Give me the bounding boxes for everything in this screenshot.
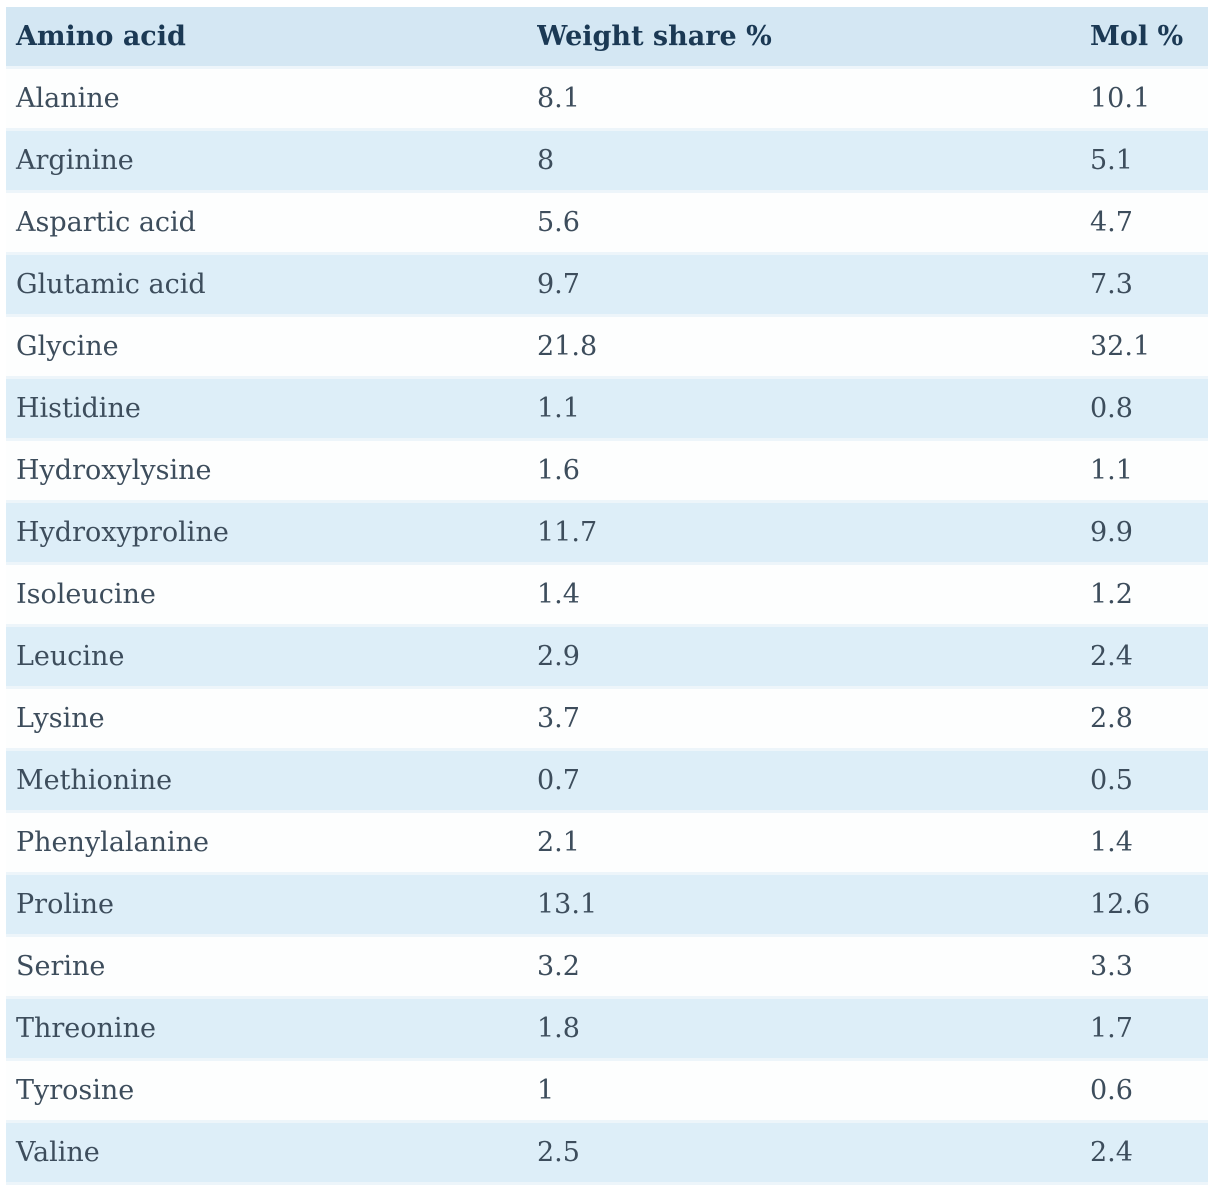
mol-percent-value-cell: 1.1	[1090, 441, 1208, 503]
weight-share-value-cell: 9.7	[537, 255, 1090, 317]
weight-share-value-cell: 1	[537, 1061, 1090, 1123]
mol-percent-value-cell: 12.6	[1090, 875, 1208, 937]
weight-share-value-cell: 1.1	[537, 379, 1090, 441]
amino-acid-name-cell: Lysine	[6, 689, 537, 751]
table-row: Alanine 8.1 10.1	[6, 69, 1208, 131]
amino-acid-name-cell: Glutamic acid	[6, 255, 537, 317]
table-row: Leucine 2.9 2.4	[6, 627, 1208, 689]
amino-acid-name-cell: Leucine	[6, 627, 537, 689]
table-row: Phenylalanine 2.1 1.4	[6, 813, 1208, 875]
weight-share-value-cell: 8.1	[537, 69, 1090, 131]
mol-percent-value-cell: 0.5	[1090, 751, 1208, 813]
weight-share-value-cell: 21.8	[537, 317, 1090, 379]
weight-share-value-cell: 1.4	[537, 565, 1090, 627]
amino-acid-name-cell: Alanine	[6, 69, 537, 131]
table-row: Valine 2.5 2.4	[6, 1123, 1208, 1185]
mol-percent-value-cell: 7.3	[1090, 255, 1208, 317]
amino-acid-name-cell: Isoleucine	[6, 565, 537, 627]
amino-acid-column-header: Amino acid	[6, 7, 537, 69]
weight-share-value-cell: 0.7	[537, 751, 1090, 813]
table-row: Arginine 8 5.1	[6, 131, 1208, 193]
mol-percent-value-cell: 32.1	[1090, 317, 1208, 379]
table-row: Hydroxyproline 11.7 9.9	[6, 503, 1208, 565]
amino-acid-name-cell: Hydroxylysine	[6, 441, 537, 503]
weight-share-value-cell: 2.5	[537, 1123, 1090, 1185]
table-body: Alanine 8.1 10.1 Arginine 8 5.1 Aspartic…	[6, 69, 1208, 1185]
table-row: Serine 3.2 3.3	[6, 937, 1208, 999]
mol-percent-value-cell: 1.7	[1090, 999, 1208, 1061]
mol-percent-value-cell: 0.6	[1090, 1061, 1208, 1123]
table-row: Lysine 3.7 2.8	[6, 689, 1208, 751]
weight-share-value-cell: 2.9	[537, 627, 1090, 689]
table-row: Methionine 0.7 0.5	[6, 751, 1208, 813]
amino-acid-name-cell: Tyrosine	[6, 1061, 537, 1123]
mol-percent-value-cell: 10.1	[1090, 69, 1208, 131]
amino-acid-name-cell: Histidine	[6, 379, 537, 441]
weight-share-value-cell: 8	[537, 131, 1090, 193]
weight-share-value-cell: 13.1	[537, 875, 1090, 937]
table-row: Hydroxylysine 1.6 1.1	[6, 441, 1208, 503]
mol-percent-value-cell: 0.8	[1090, 379, 1208, 441]
table-row: Glycine 21.8 32.1	[6, 317, 1208, 379]
mol-percent-value-cell: 2.4	[1090, 1123, 1208, 1185]
amino-acid-name-cell: Hydroxyproline	[6, 503, 537, 565]
weight-share-value-cell: 1.8	[537, 999, 1090, 1061]
amino-acid-name-cell: Valine	[6, 1123, 537, 1185]
mol-percent-value-cell: 2.4	[1090, 627, 1208, 689]
amino-acid-name-cell: Proline	[6, 875, 537, 937]
weight-share-value-cell: 3.7	[537, 689, 1090, 751]
weight-share-value-cell: 3.2	[537, 937, 1090, 999]
weight-share-column-header: Weight share %	[537, 7, 1090, 69]
amino-acid-name-cell: Aspartic acid	[6, 193, 537, 255]
amino-acid-name-cell: Threonine	[6, 999, 537, 1061]
mol-percent-value-cell: 4.7	[1090, 193, 1208, 255]
table-row: Glutamic acid 9.7 7.3	[6, 255, 1208, 317]
header-row: Amino acid Weight share % Mol %	[6, 7, 1208, 69]
mol-percent-value-cell: 1.2	[1090, 565, 1208, 627]
amino-acid-name-cell: Glycine	[6, 317, 537, 379]
table-row: Tyrosine 1 0.6	[6, 1061, 1208, 1123]
amino-acid-name-cell: Serine	[6, 937, 537, 999]
amino-acid-name-cell: Arginine	[6, 131, 537, 193]
weight-share-value-cell: 2.1	[537, 813, 1090, 875]
mol-percent-value-cell: 3.3	[1090, 937, 1208, 999]
mol-percent-value-cell: 9.9	[1090, 503, 1208, 565]
amino-acid-name-cell: Phenylalanine	[6, 813, 537, 875]
mol-percent-value-cell: 2.8	[1090, 689, 1208, 751]
mol-percent-value-cell: 1.4	[1090, 813, 1208, 875]
table-row: Isoleucine 1.4 1.2	[6, 565, 1208, 627]
mol-percent-value-cell: 5.1	[1090, 131, 1208, 193]
weight-share-value-cell: 1.6	[537, 441, 1090, 503]
table-row: Proline 13.1 12.6	[6, 875, 1208, 937]
table-row: Aspartic acid 5.6 4.7	[6, 193, 1208, 255]
table-row: Threonine 1.8 1.7	[6, 999, 1208, 1061]
amino-acid-name-cell: Methionine	[6, 751, 537, 813]
weight-share-value-cell: 11.7	[537, 503, 1090, 565]
weight-share-value-cell: 5.6	[537, 193, 1090, 255]
table-row: Histidine 1.1 0.8	[6, 379, 1208, 441]
amino-acid-composition-table: Amino acid Weight share % Mol % Alanine …	[6, 7, 1208, 1185]
mol-percent-column-header: Mol %	[1090, 7, 1208, 69]
